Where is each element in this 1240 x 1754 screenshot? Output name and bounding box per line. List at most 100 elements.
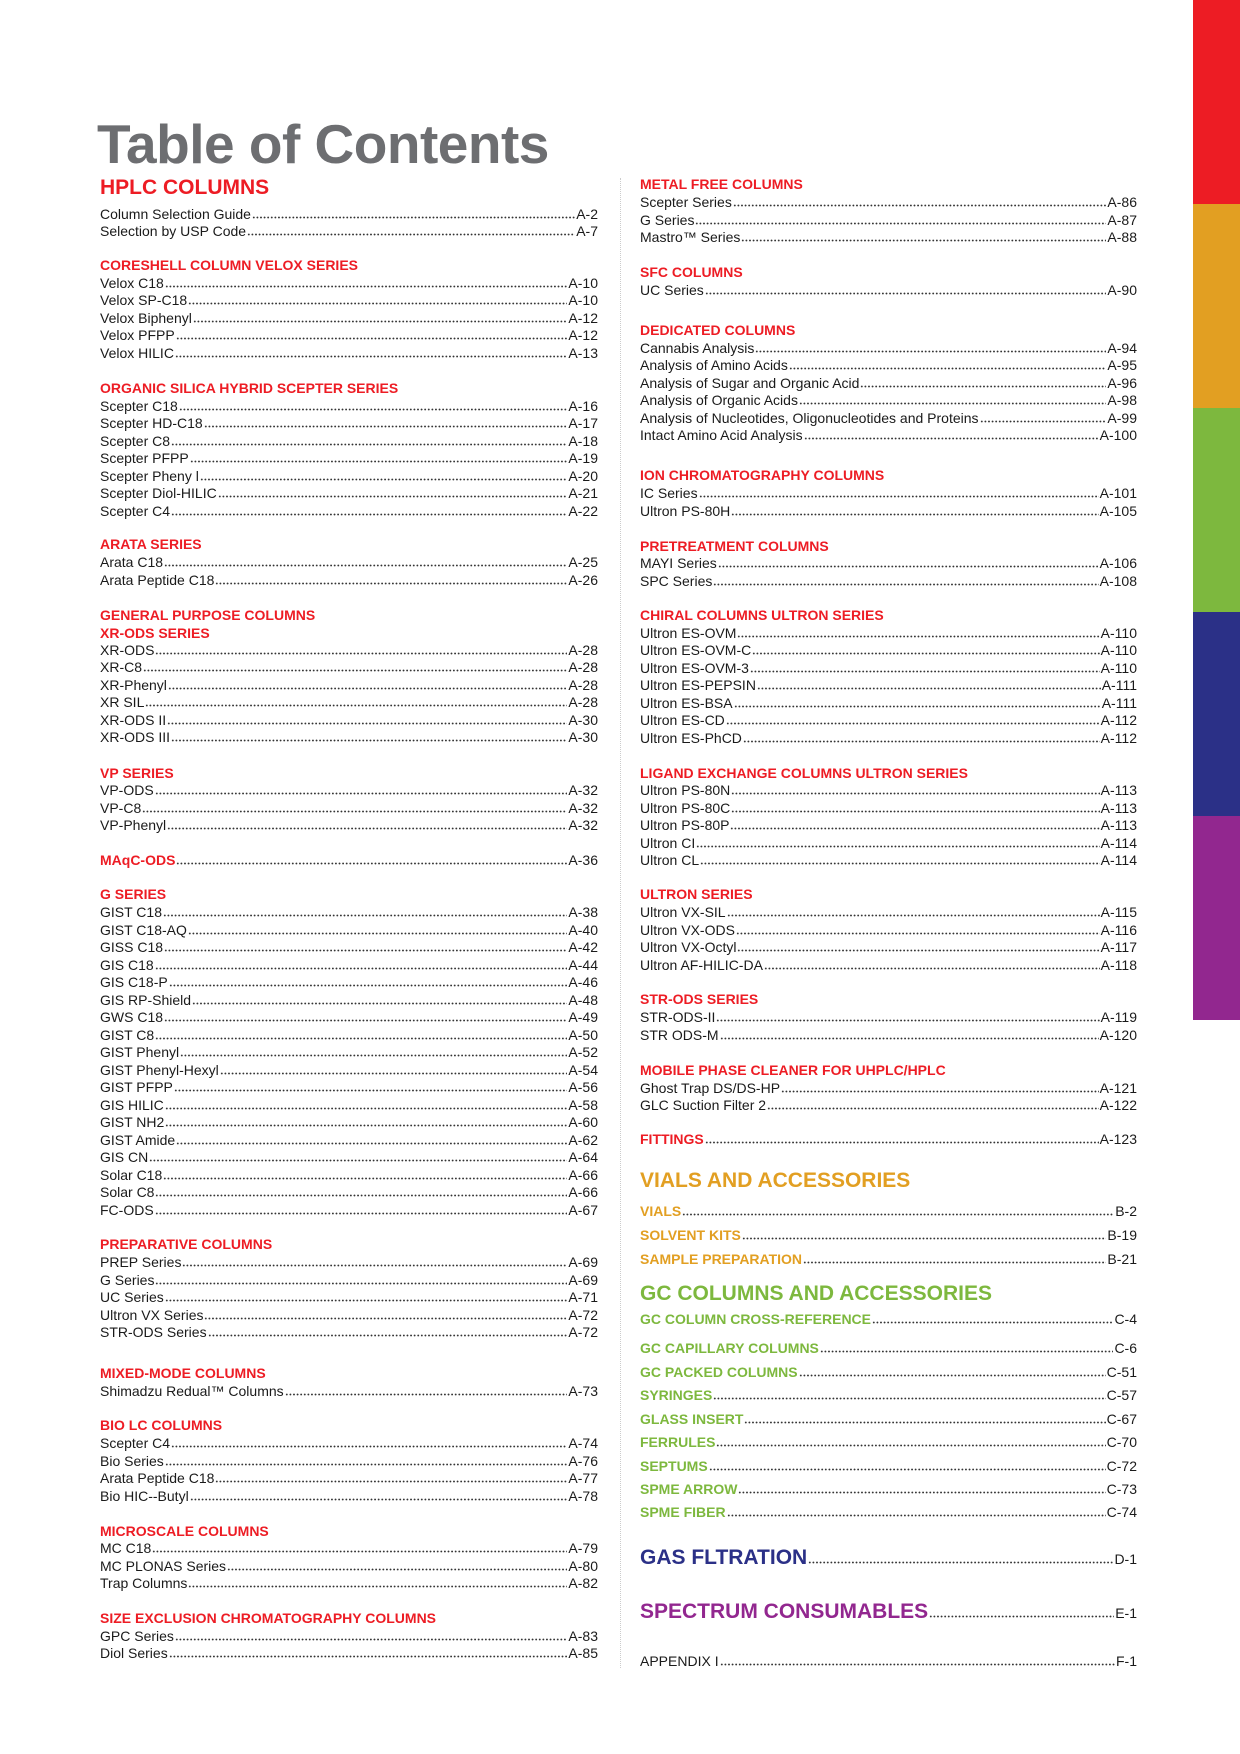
toc-entry[interactable]: SYRINGES C-57	[640, 1386, 1137, 1404]
toc-entry[interactable]: GIS C18 A-44	[100, 956, 598, 974]
toc-entry[interactable]: GIS RP-Shield A-48	[100, 991, 598, 1009]
toc-entry[interactable]: UC Series A-90	[640, 281, 1137, 299]
toc-entry[interactable]: SEPTUMS C-72	[640, 1457, 1137, 1475]
toc-entry[interactable]: Arata C18 A-25	[100, 553, 598, 571]
toc-entry[interactable]: Ultron ES-OVM-3 A-110	[640, 659, 1137, 677]
toc-entry[interactable]: Arata Peptide C18 A-26	[100, 571, 598, 589]
toc-entry[interactable]: Ultron VX-SIL A-115	[640, 903, 1137, 921]
toc-entry[interactable]: Ultron VX-Octyl A-117	[640, 938, 1137, 956]
toc-entry[interactable]: Scepter Pheny l A-20	[100, 467, 598, 485]
toc-entry[interactable]: Ultron CI A-114	[640, 834, 1137, 852]
toc-entry[interactable]: VP-C8 A-32	[100, 799, 598, 817]
toc-entry[interactable]: SPME ARROW C-73	[640, 1480, 1137, 1498]
toc-entry[interactable]: Arata Peptide C18 A-77	[100, 1469, 598, 1487]
toc-entry[interactable]: Velox HILIC A-13	[100, 344, 598, 362]
toc-entry[interactable]: MAYI Series A-106	[640, 554, 1137, 572]
toc-entry[interactable]: STR ODS-M A-120	[640, 1026, 1137, 1044]
toc-entry[interactable]: Scepter HD-C18 A-17	[100, 414, 598, 432]
toc-entry[interactable]: FERRULES C-70	[640, 1433, 1137, 1451]
toc-section-entry[interactable]: FITTINGS A-123	[640, 1130, 1137, 1148]
toc-entry[interactable]: Velox Biphenyl A-12	[100, 309, 598, 327]
toc-entry[interactable]: Ultron VX-ODS A-116	[640, 921, 1137, 939]
toc-entry[interactable]: GLASS INSERT C-67	[640, 1410, 1137, 1428]
toc-entry[interactable]: Scepter PFPP A-19	[100, 449, 598, 467]
toc-entry[interactable]: Scepter C4 A-22	[100, 502, 598, 520]
toc-entry[interactable]: SPC Series A-108	[640, 572, 1137, 590]
toc-entry[interactable]: Trap Columns A-82	[100, 1574, 598, 1592]
toc-entry[interactable]: XR-ODS A-28	[100, 641, 598, 659]
toc-entry[interactable]: Shimadzu Redual™ Columns A-73	[100, 1382, 598, 1400]
toc-entry[interactable]: VP-ODS A-32	[100, 781, 598, 799]
toc-entry[interactable]: Velox C18 A-10	[100, 274, 598, 292]
toc-entry[interactable]: Mastro™ Series A-88	[640, 228, 1137, 246]
toc-entry[interactable]: Analysis of Sugar and Organic Acid A-96	[640, 374, 1137, 392]
toc-entry[interactable]: GIST NH2 A-60	[100, 1113, 598, 1131]
toc-entry[interactable]: Ultron ES-BSA A-111	[640, 694, 1137, 712]
toc-entry[interactable]: GC CAPILLARY COLUMNS C-6	[640, 1339, 1137, 1357]
toc-entry[interactable]: XR SIL A-28	[100, 693, 598, 711]
toc-entry[interactable]: GIST Phenyl-Hexyl A-54	[100, 1061, 598, 1079]
toc-entry[interactable]: SPME FIBER C-74	[640, 1503, 1137, 1521]
toc-entry[interactable]: Velox PFPP A-12	[100, 326, 598, 344]
toc-entry[interactable]: MC PLONAS Series A-80	[100, 1557, 598, 1575]
toc-entry[interactable]: GC COLUMN CROSS-REFERENCE C-4	[640, 1310, 1137, 1328]
toc-entry[interactable]: Solar C18 A-66	[100, 1166, 598, 1184]
toc-entry[interactable]: Column Selection Guide A-2	[100, 205, 598, 223]
toc-entry[interactable]: Scepter C8 A-18	[100, 432, 598, 450]
toc-entry[interactable]: Ultron ES-PhCD A-112	[640, 729, 1137, 747]
toc-entry[interactable]: Bio HIC--Butyl A-78	[100, 1487, 598, 1505]
toc-entry[interactable]: STR-ODS-II A-119	[640, 1008, 1137, 1026]
section-tab[interactable]	[1193, 204, 1240, 408]
toc-entry[interactable]: Solar C8 A-66	[100, 1183, 598, 1201]
toc-entry[interactable]: GLC Suction Filter 2 A-122	[640, 1096, 1137, 1114]
toc-entry[interactable]: Ultron CL A-114	[640, 851, 1137, 869]
toc-entry[interactable]: Ultron ES-OVM-C A-110	[640, 641, 1137, 659]
toc-entry[interactable]: GIST Amide A-62	[100, 1131, 598, 1149]
toc-entry[interactable]: XR-ODS II A-30	[100, 711, 598, 729]
toc-entry[interactable]: VIALS B-2	[640, 1202, 1137, 1220]
toc-entry[interactable]: GIST C8 A-50	[100, 1026, 598, 1044]
toc-entry[interactable]: Scepter C4 A-74	[100, 1434, 598, 1452]
toc-entry[interactable]: GWS C18 A-49	[100, 1008, 598, 1026]
toc-section-entry[interactable]: GAS FLTRATION D-1	[640, 1545, 1137, 1571]
toc-entry[interactable]: STR-ODS Series A-72	[100, 1323, 598, 1341]
toc-entry[interactable]: Velox SP-C18 A-10	[100, 291, 598, 309]
toc-entry[interactable]: Ultron ES-CD A-112	[640, 711, 1137, 729]
toc-entry[interactable]: Analysis of Nucleotides, Oligonucleotide…	[640, 409, 1137, 427]
toc-entry[interactable]: Ultron PS-80P A-113	[640, 816, 1137, 834]
toc-entry[interactable]: GIST C18-AQ A-40	[100, 921, 598, 939]
toc-entry[interactable]: Ultron ES-PEPSIN A-111	[640, 676, 1137, 694]
toc-entry[interactable]: Selection by USP Code A-7	[100, 222, 598, 240]
toc-entry[interactable]: Diol Series A-85	[100, 1644, 598, 1662]
toc-entry[interactable]: GIST Phenyl A-52	[100, 1043, 598, 1061]
toc-entry[interactable]: Ghost Trap DS/DS-HP A-121	[640, 1079, 1137, 1097]
toc-entry[interactable]: XR-ODS III A-30	[100, 728, 598, 746]
toc-entry[interactable]: FC-ODS A-67	[100, 1201, 598, 1219]
toc-entry[interactable]: Intact Amino Acid Analysis A-100	[640, 426, 1137, 444]
toc-entry[interactable]: SOLVENT KITS B-19	[640, 1226, 1137, 1244]
toc-entry[interactable]: Ultron VX Series A-72	[100, 1306, 598, 1324]
toc-entry[interactable]: GC PACKED COLUMNS C-51	[640, 1363, 1137, 1381]
toc-entry[interactable]: Scepter C18 A-16	[100, 397, 598, 415]
toc-entry[interactable]: SAMPLE PREPARATION B-21	[640, 1250, 1137, 1268]
toc-entry[interactable]: PREP Series A-69	[100, 1253, 598, 1271]
toc-entry[interactable]: Cannabis Analysis A-94	[640, 339, 1137, 357]
toc-entry[interactable]: APPENDIX I F-1	[640, 1652, 1137, 1670]
toc-entry[interactable]: Ultron AF-HILIC-DA A-118	[640, 956, 1137, 974]
toc-section-entry[interactable]: MAqC-ODS A-36	[100, 851, 598, 869]
toc-entry[interactable]: Analysis of Amino Acids A-95	[640, 356, 1137, 374]
toc-entry[interactable]: GPC Series A-83	[100, 1627, 598, 1645]
toc-entry[interactable]: VP-Phenyl A-32	[100, 816, 598, 834]
toc-entry[interactable]: Scepter Series A-86	[640, 193, 1137, 211]
section-tab[interactable]	[1193, 0, 1240, 204]
toc-entry[interactable]: Ultron PS-80N A-113	[640, 781, 1137, 799]
toc-entry[interactable]: G Series A-87	[640, 211, 1137, 229]
toc-entry[interactable]: Ultron PS-80C A-113	[640, 799, 1137, 817]
toc-entry[interactable]: GIST C18 A-38	[100, 903, 598, 921]
toc-entry[interactable]: GIST PFPP A-56	[100, 1078, 598, 1096]
toc-entry[interactable]: Ultron PS-80H A-105	[640, 502, 1137, 520]
section-tab[interactable]	[1193, 408, 1240, 612]
toc-entry[interactable]: GISS C18 A-42	[100, 938, 598, 956]
toc-entry[interactable]: Bio Series A-76	[100, 1452, 598, 1470]
toc-entry[interactable]: XR-C8 A-28	[100, 658, 598, 676]
